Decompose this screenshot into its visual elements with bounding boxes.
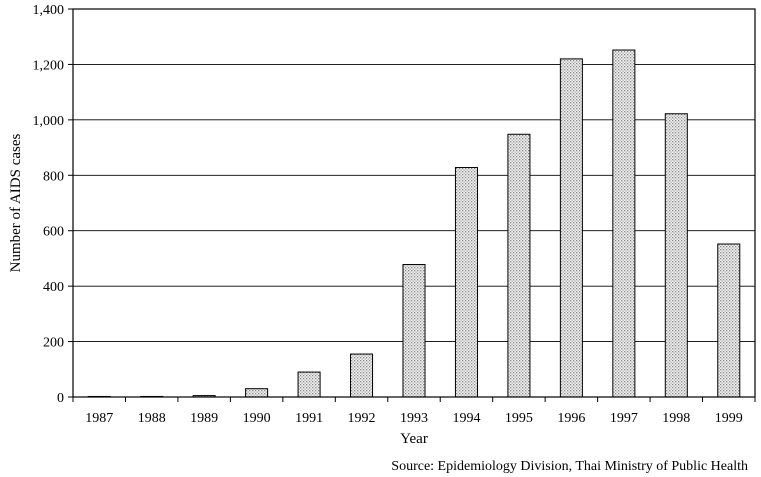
x-tick-label: 1996 xyxy=(557,411,585,426)
y-tick-label: 800 xyxy=(43,169,64,184)
x-tick-label: 1995 xyxy=(505,411,533,426)
x-tick-label: 1990 xyxy=(243,411,271,426)
y-tick-label: 200 xyxy=(43,336,64,351)
y-tick-label: 0 xyxy=(57,391,64,406)
y-tick-label: 1,000 xyxy=(33,114,65,129)
bar-1993 xyxy=(402,264,426,398)
bar-1999 xyxy=(717,243,741,398)
x-tick-label: 1988 xyxy=(138,411,166,426)
bar-1997 xyxy=(612,49,636,398)
x-tick-label: 1998 xyxy=(662,411,690,426)
bar-1990 xyxy=(245,388,269,398)
gridlines xyxy=(73,63,755,343)
bar-1998 xyxy=(664,113,688,398)
bar-1992 xyxy=(350,353,374,398)
y-tick-label: 400 xyxy=(43,280,64,295)
y-tick-label: 600 xyxy=(43,225,64,240)
x-tick-label: 1993 xyxy=(400,411,428,426)
x-tick-label: 1989 xyxy=(190,411,218,426)
source-note: Source: Epidemiology Division, Thai Mini… xyxy=(391,459,748,474)
y-axis-ticks: 0 200 400 600 800 1,000 1,200 1,400 xyxy=(33,3,73,406)
plot-area-frame xyxy=(72,8,756,398)
bar-1994 xyxy=(454,167,478,398)
x-tick-label: 1997 xyxy=(610,411,638,426)
bar-1996 xyxy=(559,58,583,398)
x-tick-label: 1992 xyxy=(348,411,376,426)
y-axis-title: Number of AIDS cases xyxy=(8,133,24,272)
bar-1991 xyxy=(297,371,321,398)
bar-1995 xyxy=(507,133,531,398)
x-tick-label: 1994 xyxy=(452,411,480,426)
bars xyxy=(87,49,741,398)
x-tick-label: 1987 xyxy=(85,411,113,426)
x-tick-label: 1991 xyxy=(295,411,323,426)
y-tick-label: 1,400 xyxy=(33,3,65,18)
y-tick-label: 1,200 xyxy=(33,58,65,73)
x-axis-title: Year xyxy=(400,431,428,447)
x-tick-label: 1999 xyxy=(715,411,743,426)
x-axis-ticks: 1987 1988 1989 1990 1991 1992 1993 1994 1995 1996… xyxy=(72,397,756,426)
